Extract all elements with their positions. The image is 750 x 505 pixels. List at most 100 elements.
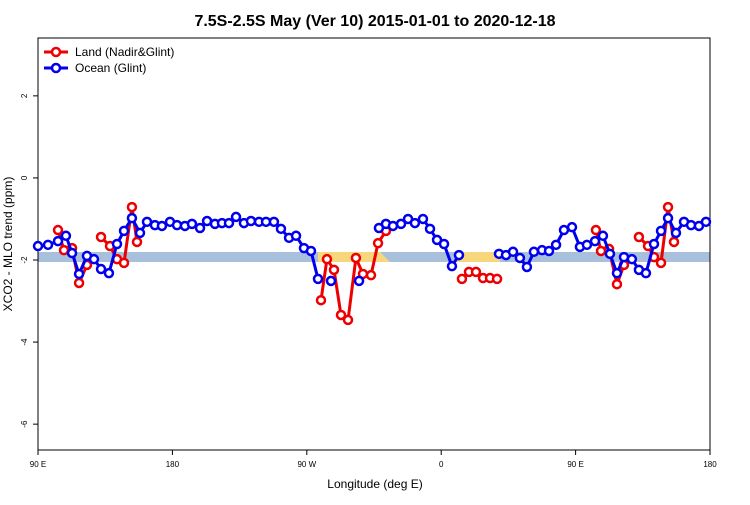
data-point (604, 248, 616, 260)
data-point (290, 230, 302, 242)
data-point (131, 236, 143, 248)
data-point (315, 294, 327, 306)
data-point (409, 217, 421, 229)
x-tick-label: 90 E (567, 460, 583, 469)
data-point (626, 253, 638, 265)
x-tick-label: 90 E (30, 460, 46, 469)
data-point (223, 217, 235, 229)
data-point (275, 223, 287, 235)
data-point (668, 236, 680, 248)
data-point (58, 244, 70, 256)
legend-label: Ocean (Glint) (75, 61, 146, 75)
data-point (581, 239, 593, 251)
data-point (126, 201, 138, 213)
data-point (453, 249, 465, 261)
data-point (365, 269, 377, 281)
data-point (111, 238, 123, 250)
data-point (321, 253, 333, 265)
data-point (655, 257, 667, 269)
data-point (470, 266, 482, 278)
data-point (186, 218, 198, 230)
y-tick-label: -4 (20, 338, 29, 346)
data-point (514, 252, 526, 264)
data-point (648, 238, 660, 250)
x-tick-label: 180 (703, 460, 717, 469)
data-point (424, 223, 436, 235)
y-tick-label: 0 (20, 175, 29, 180)
data-point (52, 235, 64, 247)
data-point (230, 211, 242, 223)
data-point (126, 212, 138, 224)
data-point (66, 247, 78, 259)
data-point (42, 239, 54, 251)
data-point (103, 267, 115, 279)
y-axis-label: XCO2 - MLO trend (ppm) (1, 177, 15, 312)
data-point (528, 246, 540, 258)
data-point (662, 201, 674, 213)
data-point (700, 216, 712, 228)
data-point (325, 275, 337, 287)
data-point (611, 278, 623, 290)
data-point (438, 238, 450, 250)
data-point (589, 235, 601, 247)
y-tick-label: -2 (20, 256, 29, 264)
data-point (395, 218, 407, 230)
data-point (156, 220, 168, 232)
data-point (590, 224, 602, 236)
data-point (456, 273, 468, 285)
data-point (633, 231, 645, 243)
data-point (342, 314, 354, 326)
data-point (95, 231, 107, 243)
data-point (328, 264, 340, 276)
data-point (95, 263, 107, 275)
data-point (353, 275, 365, 287)
y-tick-label: 2 (20, 93, 29, 98)
x-tick-label: 0 (439, 460, 444, 469)
data-point (662, 212, 674, 224)
x-tick-label: 90 W (297, 460, 316, 469)
data-point (372, 237, 384, 249)
data-point (417, 213, 429, 225)
data-point (32, 240, 44, 252)
data-point (595, 245, 607, 257)
data-point (134, 227, 146, 239)
data-point (194, 222, 206, 234)
data-point (655, 225, 667, 237)
legend-marker (50, 46, 62, 58)
data-point (335, 309, 347, 321)
data-point (543, 245, 555, 257)
data-point (550, 239, 562, 251)
data-point (446, 260, 458, 272)
data-point (245, 215, 257, 227)
x-tick-label: 180 (166, 460, 180, 469)
data-point (597, 230, 609, 242)
legend-label: Land (Nadir&Glint) (75, 45, 174, 59)
x-axis-label: Longitude (deg E) (327, 477, 422, 491)
data-point (491, 273, 503, 285)
legend: Land (Nadir&Glint) Ocean (Glint) (44, 45, 174, 75)
chart-title: 7.5S-2.5S May (Ver 10) 2015-01-01 to 202… (194, 13, 555, 30)
data-point (60, 230, 72, 242)
reference-band (455, 252, 500, 262)
data-point (507, 246, 519, 258)
data-point (558, 224, 570, 236)
data-point (88, 253, 100, 265)
data-point (521, 261, 533, 273)
data-point (611, 267, 623, 279)
data-point (118, 225, 130, 237)
data-point (312, 273, 324, 285)
series-line (319, 230, 388, 323)
data-point (387, 220, 399, 232)
data-point (640, 267, 652, 279)
data-point (670, 227, 682, 239)
data-point (73, 268, 85, 280)
data-point (73, 277, 85, 289)
data-point (350, 252, 362, 264)
legend-marker (50, 62, 62, 74)
data-point (305, 245, 317, 257)
data-point (268, 216, 280, 228)
data-point (118, 257, 130, 269)
y-tick-label: -6 (20, 420, 29, 428)
data-point (566, 221, 578, 233)
